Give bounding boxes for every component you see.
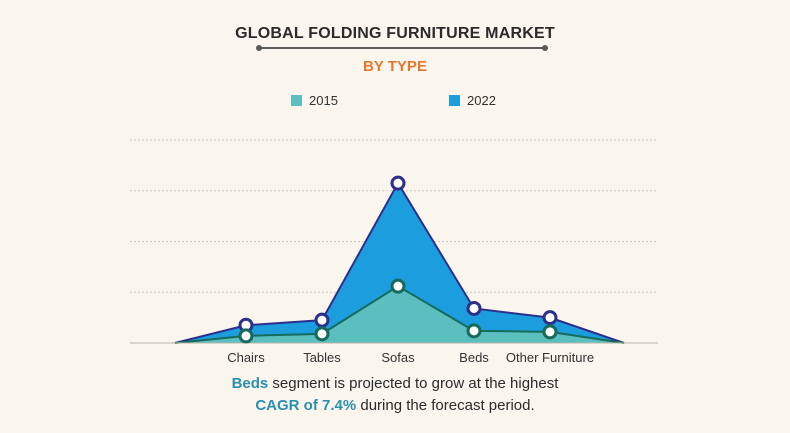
- caption-text-2: during the forecast period.: [356, 397, 535, 414]
- caption-line-2: CAGR of 7.4% during the forecast period.: [0, 397, 790, 414]
- caption-highlight-segment: Beds: [231, 375, 269, 392]
- x-tick-label: Chairs: [227, 350, 265, 365]
- x-tick-label: Sofas: [381, 350, 415, 365]
- legend-swatch-2015: [291, 95, 302, 106]
- caption-text-1: segment is projected to grow at the high…: [268, 375, 559, 392]
- legend-item-2015: 2015: [291, 93, 338, 108]
- caption-highlight-cagr: CAGR of 7.4%: [255, 397, 357, 414]
- series-area-2022: [175, 183, 624, 343]
- x-tick-label: Beds: [459, 350, 489, 365]
- data-point-2015: [390, 278, 406, 294]
- data-point-2015: [466, 323, 482, 339]
- caption-line-1: Beds segment is projected to grow at the…: [0, 375, 790, 392]
- legend-label-2022: 2022: [467, 93, 496, 108]
- data-point-2022: [466, 300, 482, 316]
- data-point-2015: [314, 326, 330, 342]
- data-point-2015: [238, 328, 254, 344]
- data-point-2022: [314, 312, 330, 328]
- legend-swatch-2022: [449, 95, 460, 106]
- title-divider: [256, 45, 548, 51]
- series-area-2015: [175, 286, 624, 343]
- data-point-2015: [542, 324, 558, 340]
- legend-label-2015: 2015: [309, 93, 338, 108]
- data-point-2022: [542, 310, 558, 326]
- data-point-2022: [390, 175, 406, 191]
- chart-title: GLOBAL FOLDING FURNITURE MARKET: [235, 25, 555, 42]
- legend-item-2022: 2022: [449, 93, 496, 108]
- x-tick-label: Other Furniture: [506, 350, 594, 365]
- x-tick-label: Tables: [303, 350, 341, 365]
- chart-subtitle: BY TYPE: [363, 58, 427, 75]
